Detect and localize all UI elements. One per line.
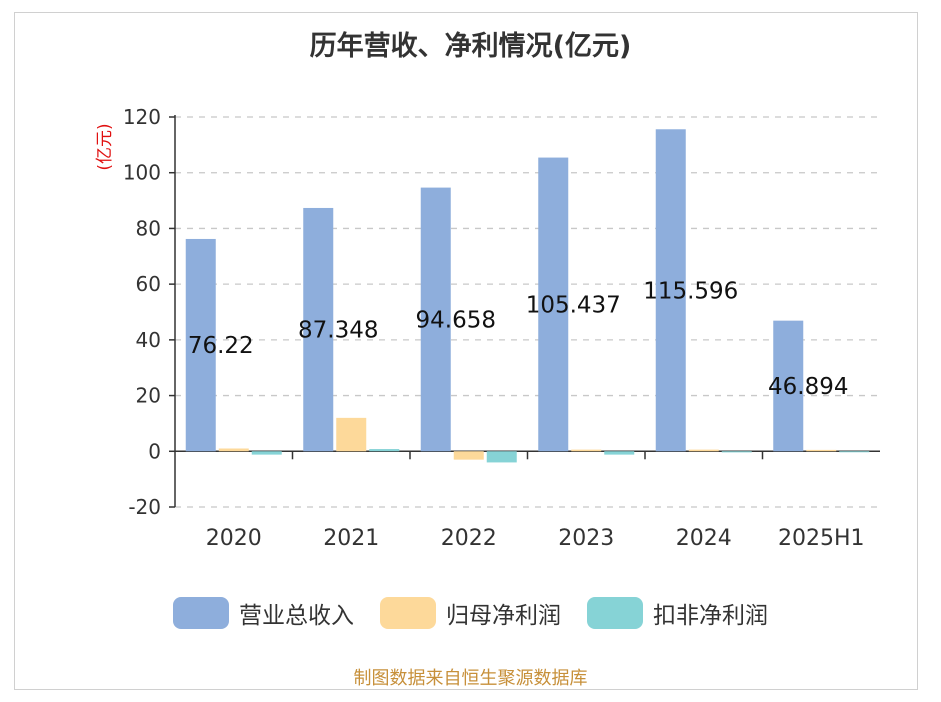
y-tick-label: 120 [123, 105, 161, 129]
bar-revenue [773, 320, 804, 452]
bar-deducted-net-profit [251, 451, 282, 455]
bar-net-profit [571, 449, 602, 452]
bar-revenue [185, 238, 216, 452]
bar-deducted-net-profit [486, 451, 517, 463]
legend-label: 扣非净利润 [653, 603, 768, 629]
bar-revenue [538, 157, 569, 452]
bar-net-profit [453, 451, 484, 460]
x-tick-label: 2023 [558, 526, 614, 551]
source-footer: 制图数据来自恒生聚源数据库 [353, 668, 588, 689]
data-label: 115.596 [643, 278, 738, 304]
legend-swatch [380, 597, 436, 629]
data-label: 87.348 [298, 318, 378, 344]
legend-swatch [587, 597, 643, 629]
y-tick-label: 60 [136, 272, 161, 296]
y-tick-label: -20 [128, 495, 161, 519]
y-tick-label: 0 [148, 439, 161, 463]
legend: 营业总收入 归母净利润 扣非净利润 [0, 596, 941, 630]
data-label: 76.22 [188, 333, 254, 359]
bar-revenue [303, 207, 334, 452]
chart-frame [14, 12, 918, 690]
x-tick-label: 2024 [676, 526, 732, 551]
bar-net-profit [336, 417, 367, 452]
data-label: 94.658 [416, 307, 496, 333]
legend-swatch [173, 597, 229, 629]
x-tick-label: 2021 [323, 526, 379, 551]
data-label: 46.894 [768, 374, 848, 400]
y-tick-label: 40 [136, 328, 161, 352]
y-tick-label: 80 [136, 216, 161, 240]
bar-deducted-net-profit [604, 451, 635, 455]
bar-deducted-net-profit [369, 449, 400, 452]
x-tick-label: 2025H1 [778, 526, 865, 551]
data-label: 105.437 [526, 292, 621, 318]
x-tick-label: 2020 [206, 526, 262, 551]
legend-label: 营业总收入 [239, 603, 354, 629]
data-labels: 76.22 87.348 94.658 105.437 115.596 46.894 [188, 278, 849, 400]
y-axis-unit-label: (亿元) [95, 123, 115, 170]
bars [185, 129, 870, 463]
y-tick-label: 20 [136, 384, 161, 408]
bar-net-profit [688, 449, 719, 452]
y-tick-label: 100 [123, 161, 161, 185]
grid-lines [175, 116, 880, 508]
bar-deducted-net-profit [721, 451, 752, 453]
bar-net-profit [806, 449, 837, 452]
x-tick-label: 2022 [441, 526, 497, 551]
legend-label: 归母净利润 [446, 603, 561, 629]
bar-net-profit [218, 448, 249, 452]
chart-title: 历年营收、净利情况(亿元) [309, 31, 632, 62]
legend-item[interactable]: 归母净利润 [380, 596, 561, 630]
bar-deducted-net-profit [839, 451, 870, 453]
legend-item[interactable]: 扣非净利润 [587, 596, 768, 630]
bar-revenue [655, 129, 686, 452]
legend-item[interactable]: 营业总收入 [173, 596, 354, 630]
bar-revenue [420, 187, 451, 452]
axes: 120 100 80 60 40 20 0 -20 (亿元) 2020 2021 2022 2023 20… [95, 105, 880, 551]
